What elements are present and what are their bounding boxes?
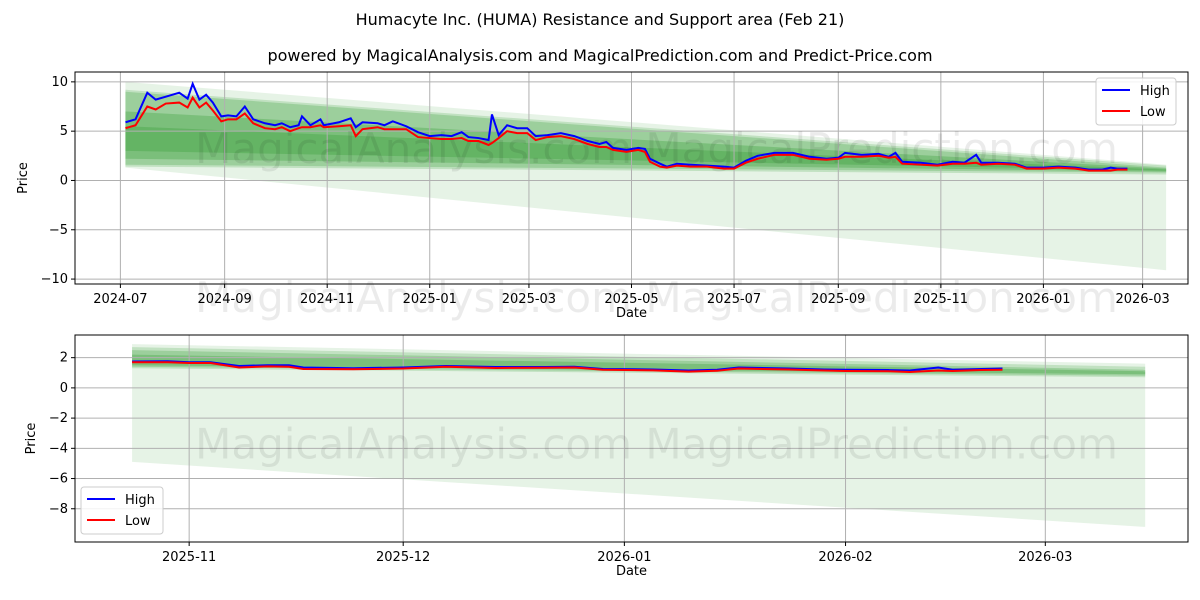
chart-2: 2 0 −2 −4 −6 −8 2025-11 2025-12 2026-01 2026-02 20…: [24, 334, 1189, 579]
y-tick-label: 0: [60, 173, 68, 188]
support-resistance-band: [125, 111, 1167, 172]
x-axis-label: Date: [616, 306, 647, 321]
x-tick-label: 2026-03: [1115, 292, 1169, 307]
x-tick-label: 2025-11: [162, 550, 216, 565]
x-tick-label: 2026-03: [1018, 550, 1072, 565]
y-tick-label: −8: [49, 502, 68, 517]
x-tick-label: 2025-01: [403, 292, 457, 307]
y-tick-label: −10: [41, 272, 68, 287]
plot-frame: [74, 334, 1189, 543]
chart-subtitle: powered by MagicalAnalysis.com and Magic…: [267, 46, 933, 65]
support-resistance-band: [125, 91, 1167, 173]
x-tick-label: 2025-09: [811, 292, 865, 307]
x-tick-label: 2025-07: [707, 292, 761, 307]
chart-title: Humacyte Inc. (HUMA) Resistance and Supp…: [355, 10, 845, 29]
x-tick-label: 2024-09: [197, 292, 251, 307]
x-tick-label: 2025-12: [376, 550, 430, 565]
x-axis-label: Date: [616, 564, 647, 579]
y-tick-label: −5: [49, 223, 68, 238]
x-tick-label: 2026-02: [818, 550, 872, 565]
x-tick-label: 2024-11: [300, 292, 354, 307]
support-resistance-band: [132, 344, 1146, 527]
y-axis-label: Price: [16, 162, 31, 194]
watermark: MagicalAnalysis.com MagicalPrediction.co…: [195, 420, 1118, 469]
x-tick-label: 2024-07: [93, 292, 147, 307]
x-tick-label: 2025-05: [604, 292, 658, 307]
legend-label-low: Low: [1140, 105, 1166, 120]
high-series-line: [125, 81, 1128, 171]
y-tick-label: 5: [60, 124, 68, 139]
legend-label-high: High: [1140, 84, 1170, 99]
low-series-line: [132, 361, 1003, 374]
y-tick-label: −2: [49, 411, 68, 426]
legend-label-high: High: [125, 493, 155, 508]
y-tick-label: 0: [60, 381, 68, 396]
low-series-line: [125, 95, 1128, 172]
x-tick-label: 2025-11: [914, 292, 968, 307]
legend: High Low: [1095, 77, 1177, 126]
y-tick-label: −6: [49, 472, 68, 487]
y-tick-label: 10: [51, 75, 68, 90]
support-resistance-band: [125, 89, 1167, 175]
x-tick-label: 2026-01: [1016, 292, 1070, 307]
watermark: MagicalAnalysis.com MagicalPrediction.co…: [195, 273, 1118, 322]
legend-label-low: Low: [125, 514, 151, 529]
x-tick-label: 2025-03: [502, 292, 556, 307]
x-tick-label: 2026-01: [597, 550, 651, 565]
plot-frame: [74, 71, 1189, 285]
y-tick-label: 2: [60, 351, 68, 366]
legend: High Low: [80, 486, 164, 535]
y-axis-label: Price: [24, 423, 39, 455]
chart-1: 10 5 0 −5 −10 2024-07 2024-09 2024-11 2025-01 202…: [16, 71, 1189, 322]
y-tick-label: −4: [49, 441, 68, 456]
